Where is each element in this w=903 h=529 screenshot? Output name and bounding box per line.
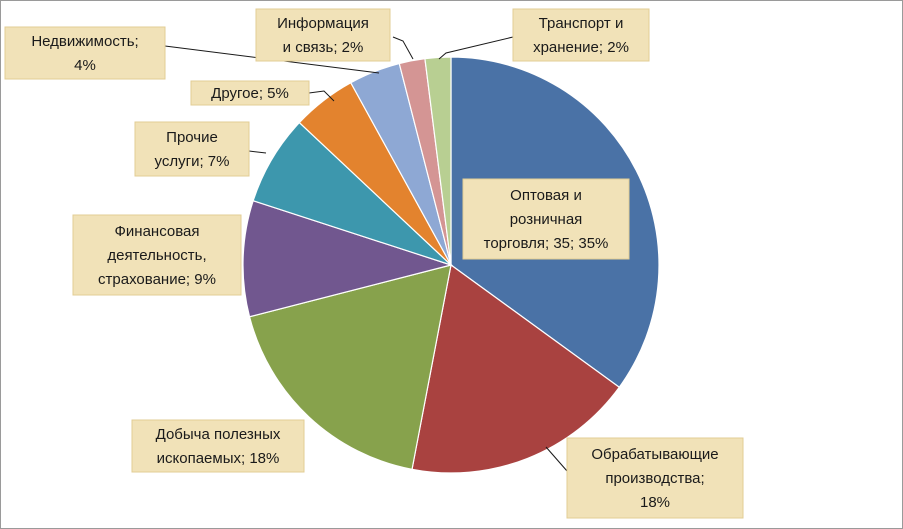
data-label-text: хранение; 2% [533,39,629,56]
data-label-text: Информация [277,15,369,32]
data-label-1: Оптовая и розничная торговля; 35; 35% [462,178,630,260]
data-label-text: услуги; 7% [155,153,230,170]
data-label-text: ископаемых; 18% [157,450,280,467]
data-label-text: 4% [74,57,96,74]
data-label-3: Добыча полезных ископаемых; 18% [131,419,305,473]
data-label-7: Недвижимость; 4% [4,26,166,80]
data-label-box [512,8,650,62]
data-label-text: Оптовая и [510,187,582,204]
leader-line-8 [392,36,414,60]
pie-slice-3 [248,264,452,471]
data-label-box [134,121,250,177]
data-label-text: Добыча полезных [156,426,281,443]
data-label-text: Финансовая [115,223,200,240]
leader-line-5 [248,150,267,154]
data-label-text: страхование; 9% [98,271,216,288]
data-label-box [72,214,242,296]
leader-line-6 [308,90,335,102]
data-label-4: Финансовая деятельность, страхование; 9% [72,214,242,296]
leader-line-9 [438,36,514,60]
data-label-text: Обрабатывающие [591,446,718,463]
data-label-text: торговля; 35; 35% [484,235,609,252]
data-label-box [462,178,630,260]
pie-slice-2 [411,263,621,474]
data-label-text: Другое; 5% [211,85,289,102]
data-label-text: 18% [640,494,670,511]
data-label-text: Транспорт и [539,15,624,32]
data-label-box [190,80,310,106]
data-label-text: производства; [605,470,704,487]
data-label-text: и связь; 2% [283,39,364,56]
pie-slice-4 [242,199,454,318]
data-label-6: Другое; 5% [190,80,310,106]
data-label-box [566,437,744,519]
data-label-text: розничная [510,211,583,228]
data-label-box [4,26,166,80]
data-label-text: Прочие [166,129,218,146]
pie-slices [242,56,660,474]
data-label-text: деятельность, [107,247,206,264]
data-label-box [255,8,391,62]
data-label-9: Транспорт и хранение; 2% [512,8,650,62]
data-label-box [131,419,305,473]
leader-line-2 [545,446,568,472]
pie-slice-9 [424,56,452,266]
data-label-5: Прочие услуги; 7% [134,121,250,177]
data-label-8: Информация и связь; 2% [255,8,391,62]
data-labels: Оптовая и розничная торговля; 35; 35% Обраб… [4,8,744,519]
data-label-2: Обрабатывающие производства; 18% [566,437,744,519]
data-label-text: Недвижимость; [31,33,138,50]
